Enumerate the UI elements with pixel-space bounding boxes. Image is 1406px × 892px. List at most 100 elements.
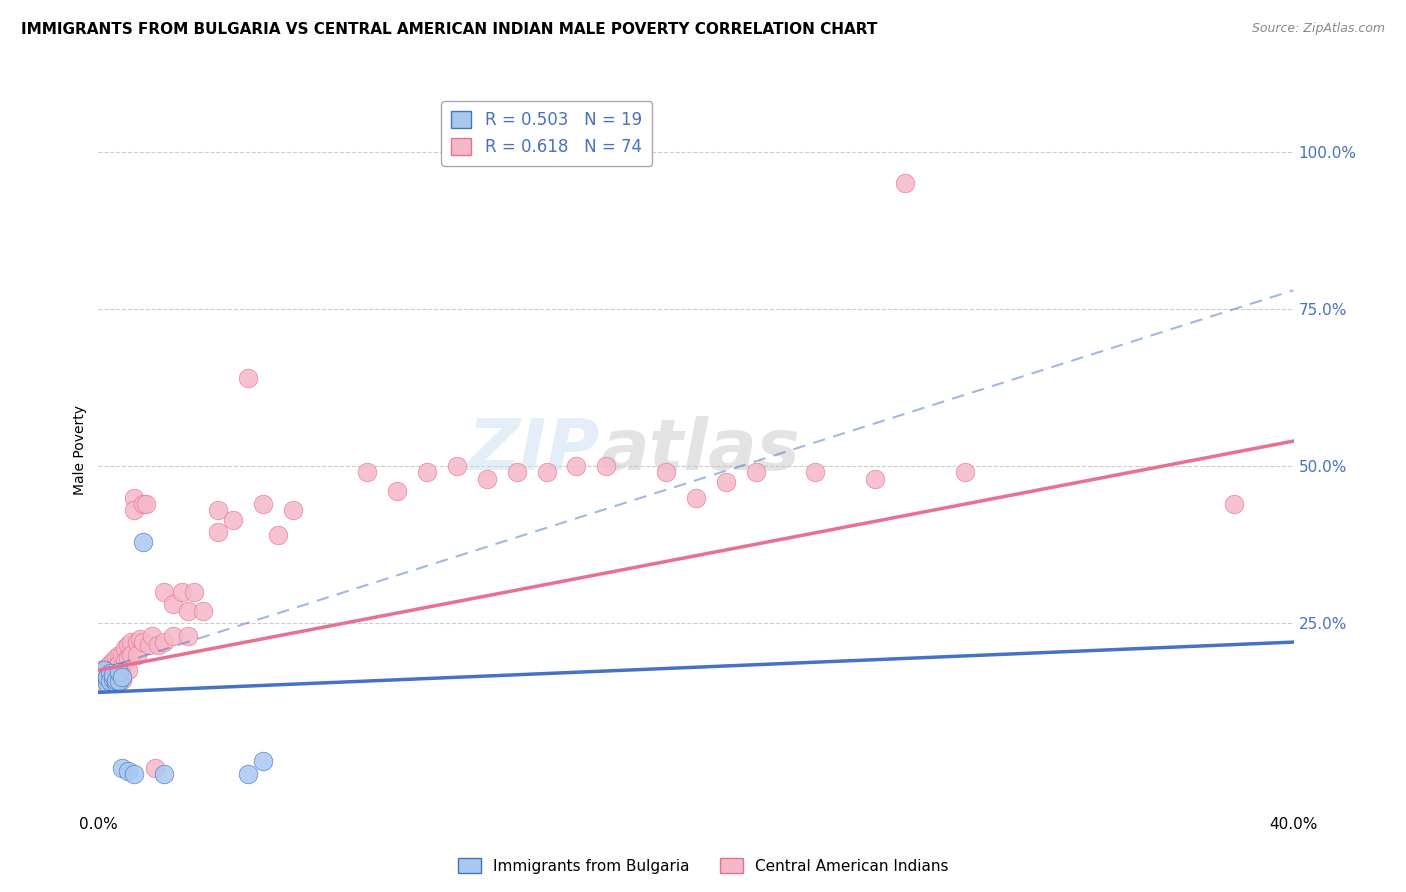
Point [236, 371, 259, 385]
Legend: Immigrants from Bulgaria, Central American Indians: Immigrants from Bulgaria, Central Americ… [451, 852, 955, 880]
Point [93, 670, 115, 684]
Point [129, 632, 152, 646]
Point [98, 670, 122, 684]
Point [103, 664, 125, 678]
Point [111, 673, 134, 687]
Point [93, 664, 115, 678]
Point [111, 648, 134, 662]
Point [446, 459, 468, 474]
Text: Source: ZipAtlas.com: Source: ZipAtlas.com [1251, 22, 1385, 36]
Point [98, 673, 122, 688]
Point [565, 459, 588, 474]
Point [105, 670, 128, 684]
Point [111, 761, 134, 775]
Point [96, 673, 118, 687]
Point [114, 654, 136, 668]
Point [93, 676, 115, 690]
Text: ZIP: ZIP [468, 416, 600, 485]
Point [135, 497, 157, 511]
Point [252, 497, 274, 511]
Point [745, 466, 768, 480]
Point [183, 584, 205, 599]
Point [172, 584, 194, 599]
Point [536, 466, 558, 480]
Point [108, 670, 131, 684]
Point [98, 666, 122, 681]
Point [96, 676, 118, 690]
Point [132, 497, 155, 511]
Point [98, 657, 122, 671]
Point [281, 503, 304, 517]
Point [124, 503, 146, 517]
Point [1223, 497, 1246, 511]
Point [252, 755, 274, 769]
Point [416, 466, 439, 480]
Point [103, 667, 125, 681]
Point [143, 761, 166, 775]
Point [117, 764, 139, 778]
Point [117, 650, 139, 665]
Point [120, 635, 142, 649]
Point [162, 598, 184, 612]
Point [132, 534, 155, 549]
Point [124, 767, 146, 781]
Point [177, 629, 200, 643]
Point [595, 459, 617, 474]
Point [96, 670, 118, 684]
Point [153, 635, 176, 649]
Point [105, 660, 128, 674]
Point [148, 638, 170, 652]
Point [236, 767, 259, 781]
Text: IMMIGRANTS FROM BULGARIA VS CENTRAL AMERICAN INDIAN MALE POVERTY CORRELATION CHA: IMMIGRANTS FROM BULGARIA VS CENTRAL AMER… [21, 22, 877, 37]
Point [127, 635, 149, 649]
Point [506, 466, 529, 480]
Point [267, 528, 290, 542]
Point [953, 466, 976, 480]
Point [153, 767, 176, 781]
Point [655, 466, 678, 480]
Point [105, 673, 128, 687]
Point [207, 525, 229, 540]
Point [191, 604, 214, 618]
Point [141, 629, 163, 643]
Point [685, 491, 707, 505]
Point [96, 660, 118, 674]
Point [111, 670, 134, 684]
Point [114, 641, 136, 656]
Point [385, 484, 409, 499]
Point [108, 657, 131, 671]
Point [222, 512, 245, 526]
Point [117, 638, 139, 652]
Point [894, 177, 917, 191]
Point [475, 472, 498, 486]
Point [105, 676, 128, 690]
Point [96, 665, 118, 680]
Point [177, 604, 200, 618]
Point [108, 648, 131, 662]
Point [207, 503, 229, 517]
Point [108, 665, 131, 680]
Y-axis label: Male Poverty: Male Poverty [73, 406, 87, 495]
Point [103, 654, 125, 668]
Point [804, 466, 827, 480]
Point [98, 666, 122, 681]
Point [153, 584, 176, 599]
Point [108, 673, 131, 688]
Point [103, 673, 125, 687]
Point [103, 672, 125, 686]
Point [714, 475, 737, 489]
Text: atlas: atlas [600, 416, 800, 485]
Point [117, 664, 139, 678]
Point [356, 466, 378, 480]
Point [865, 472, 887, 486]
Point [124, 491, 146, 505]
Point [138, 638, 160, 652]
Point [127, 648, 149, 662]
Point [162, 629, 184, 643]
Point [105, 650, 128, 665]
Point [90, 664, 112, 678]
Point [120, 648, 142, 662]
Legend: R = 0.503   N = 19, R = 0.618   N = 74: R = 0.503 N = 19, R = 0.618 N = 74 [441, 101, 652, 166]
Point [132, 635, 155, 649]
Point [111, 660, 134, 674]
